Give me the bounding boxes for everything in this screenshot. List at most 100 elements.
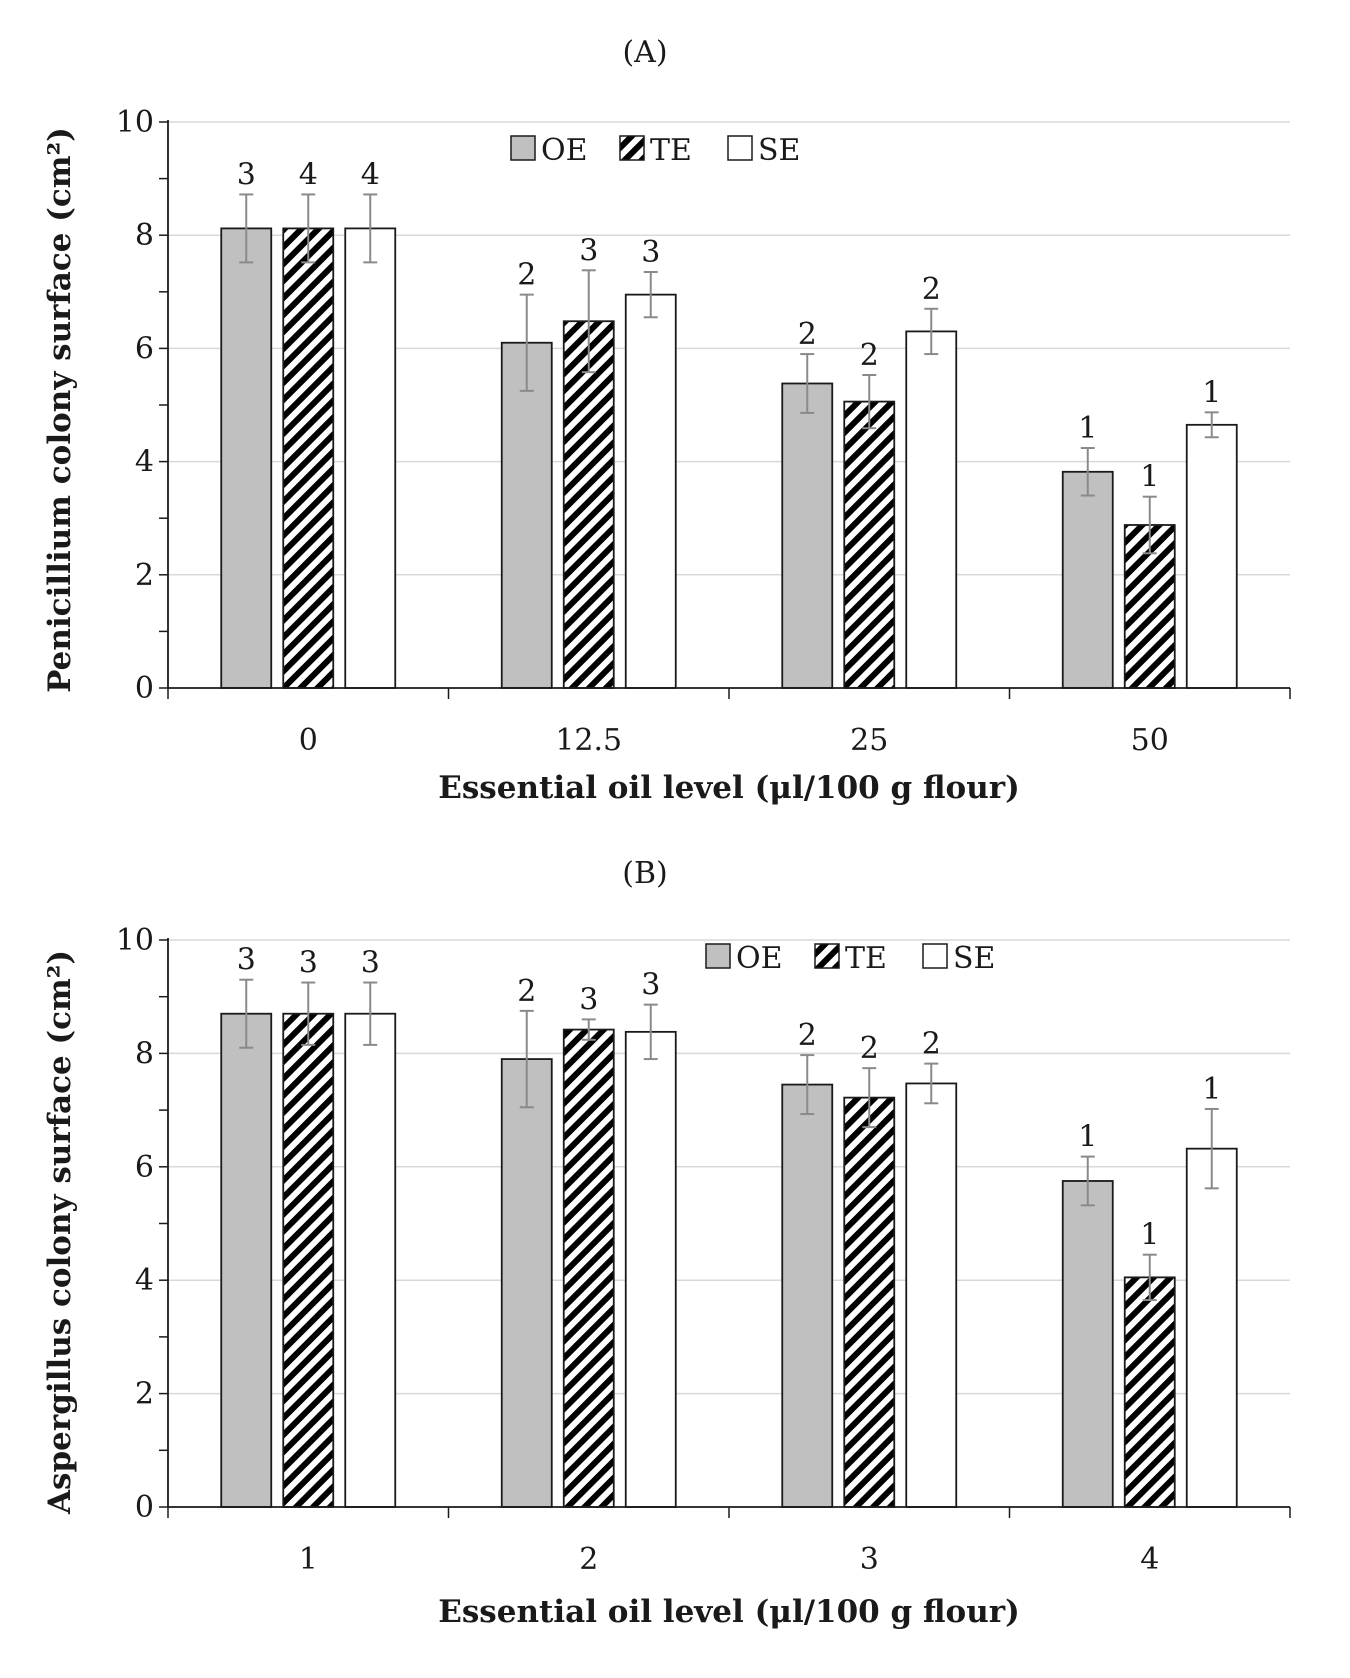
panel-a-bars bbox=[220, 227, 1238, 689]
panel-a-x-ticks: 0 12.5 25 50 bbox=[167, 688, 1291, 758]
bar-te bbox=[562, 1028, 615, 1508]
x-tick-label: 4 bbox=[1140, 1542, 1159, 1577]
panel-a-y-ticks: 0 2 4 6 8 10 bbox=[116, 105, 168, 706]
panel-b-y-ticks: 0 2 4 6 8 10 bbox=[116, 923, 168, 1525]
error-bar bbox=[581, 269, 596, 374]
y-tick-label: 4 bbox=[135, 1263, 154, 1298]
x-tick-label: 2 bbox=[579, 1542, 598, 1577]
y-tick-label: 6 bbox=[135, 331, 154, 366]
bar-value-label: 3 bbox=[641, 235, 660, 270]
panel-b-y-axis-title: Aspergillus colony surface (cm²) bbox=[42, 950, 78, 1515]
bar-te bbox=[282, 1012, 335, 1508]
bar-value-label: 1 bbox=[1078, 1120, 1097, 1155]
bar-oe bbox=[220, 227, 273, 689]
bar-se bbox=[624, 1030, 677, 1508]
bar-se bbox=[344, 1012, 397, 1508]
y-tick-label: 8 bbox=[135, 1036, 154, 1071]
bar-value-label: 3 bbox=[579, 982, 598, 1017]
bar-value-label: 2 bbox=[517, 258, 536, 293]
y-tick-label: 0 bbox=[135, 671, 154, 706]
bar-value-label: 3 bbox=[579, 233, 598, 268]
y-tick-label: 2 bbox=[135, 1377, 154, 1412]
error-bar bbox=[363, 193, 378, 264]
bar-se bbox=[1185, 1147, 1238, 1508]
error-bar bbox=[519, 293, 534, 392]
bar-value-label: 3 bbox=[237, 943, 256, 978]
x-tick-label: 25 bbox=[850, 723, 888, 758]
bar-oe bbox=[1061, 1180, 1114, 1508]
panel-a-error-bars bbox=[239, 193, 1219, 555]
error-bar bbox=[239, 978, 254, 1049]
panel-a-y-axis-title: Penicillium colony surface (cm²) bbox=[42, 127, 78, 693]
legend-swatch-se bbox=[922, 943, 948, 969]
panel-b-bar-labels: 3 2 2 1 3 3 2 1 3 3 2 1 bbox=[237, 943, 1222, 1253]
legend-swatch-te bbox=[619, 135, 645, 161]
bar-se bbox=[905, 330, 958, 689]
error-bar bbox=[239, 193, 254, 264]
y-tick-label: 10 bbox=[116, 105, 154, 140]
error-bar bbox=[862, 374, 877, 430]
legend-label-te: TE bbox=[845, 941, 887, 976]
bar-value-label: 2 bbox=[798, 1018, 817, 1053]
bar-value-label: 1 bbox=[1078, 411, 1097, 446]
error-bar bbox=[643, 1003, 658, 1061]
panel-b-error-bars bbox=[239, 978, 1219, 1302]
error-bar bbox=[519, 1009, 534, 1109]
bar-value-label: 2 bbox=[922, 272, 941, 307]
x-tick-label: 3 bbox=[860, 1542, 879, 1577]
bar-te bbox=[282, 227, 335, 689]
y-tick-label: 4 bbox=[135, 445, 154, 480]
bar-value-label: 2 bbox=[517, 974, 536, 1009]
y-tick-label: 6 bbox=[135, 1150, 154, 1185]
error-bar bbox=[800, 353, 815, 414]
bar-oe bbox=[500, 341, 553, 689]
x-tick-label: 1 bbox=[299, 1542, 318, 1577]
error-bar bbox=[1142, 495, 1157, 555]
bar-oe bbox=[781, 382, 834, 689]
legend-label-oe: OE bbox=[736, 941, 783, 976]
error-bar bbox=[862, 1067, 877, 1129]
bar-oe bbox=[1061, 470, 1114, 689]
error-bar bbox=[643, 270, 658, 319]
panel-a-bar-labels: 3 2 2 1 4 3 2 1 4 3 2 1 bbox=[237, 157, 1222, 494]
bar-value-label: 1 bbox=[1140, 1218, 1159, 1253]
legend-swatch-oe bbox=[705, 943, 731, 969]
bar-te bbox=[562, 320, 615, 689]
error-bar bbox=[363, 981, 378, 1046]
x-tick-label: 0 bbox=[299, 723, 318, 758]
panel-a-grid bbox=[168, 121, 1290, 576]
error-bar bbox=[1204, 1107, 1219, 1190]
bar-se bbox=[905, 1082, 958, 1508]
panel-a-legend: OE TE SE bbox=[510, 133, 800, 168]
legend-label-oe: OE bbox=[541, 133, 588, 168]
error-bar bbox=[301, 981, 316, 1046]
bar-se bbox=[1185, 423, 1238, 689]
bar-oe bbox=[781, 1083, 834, 1508]
bar-value-label: 3 bbox=[237, 157, 256, 192]
legend-swatch-se bbox=[727, 135, 753, 161]
bar-se bbox=[344, 227, 397, 689]
error-bar bbox=[800, 1054, 815, 1116]
bar-value-label: 2 bbox=[860, 338, 879, 373]
panel-a-axes bbox=[167, 120, 1290, 689]
panel-b-grid bbox=[168, 939, 1290, 1395]
error-bar bbox=[1204, 411, 1219, 439]
y-tick-label: 0 bbox=[135, 1490, 154, 1525]
legend-swatch-oe bbox=[510, 135, 536, 161]
legend-label-se: SE bbox=[953, 941, 995, 976]
bar-se bbox=[624, 293, 677, 689]
error-bar bbox=[924, 1062, 939, 1105]
error-bar bbox=[924, 307, 939, 356]
y-tick-label: 2 bbox=[135, 558, 154, 593]
bar-value-label: 2 bbox=[798, 317, 817, 352]
panel-b-legend: OE TE SE bbox=[705, 941, 995, 976]
bar-value-label: 1 bbox=[1202, 1072, 1221, 1107]
bar-value-label: 2 bbox=[922, 1027, 941, 1062]
error-bar bbox=[581, 1018, 596, 1041]
bar-value-label: 1 bbox=[1140, 460, 1159, 495]
panel-b-bars bbox=[220, 1012, 1238, 1508]
y-tick-label: 10 bbox=[116, 923, 154, 958]
bar-value-label: 3 bbox=[361, 946, 380, 981]
